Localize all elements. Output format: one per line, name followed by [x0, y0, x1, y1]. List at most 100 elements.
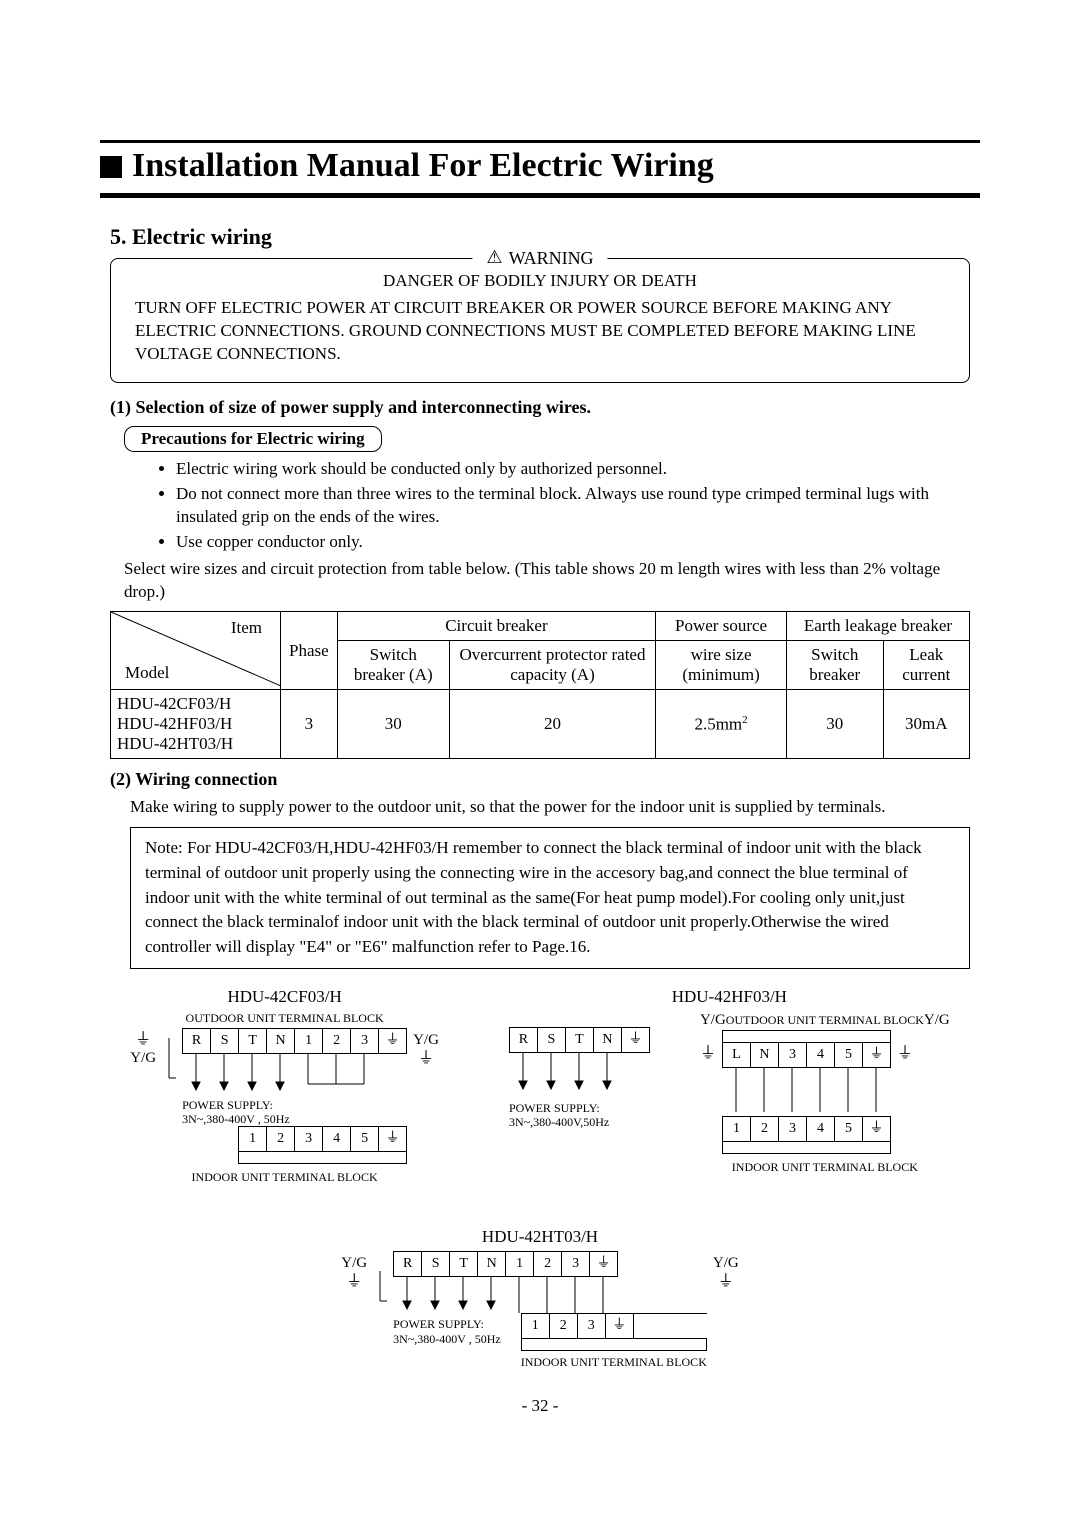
diagram-body: ⏚ Y/G R S T N 1 2 3 ⏚: [130, 1028, 439, 1165]
terminal-row-indoor: 1 2 3 ⏚: [521, 1313, 707, 1339]
terminal-cell: R: [510, 1028, 538, 1052]
terminal-cell: T: [239, 1029, 267, 1053]
wire-size-val: 2.5mm: [694, 715, 742, 734]
td-elb-switch: 30: [786, 690, 883, 759]
terminal-cell: N: [594, 1028, 622, 1052]
bullet-item: Do not connect more than three wires to …: [176, 483, 970, 529]
terminal-cell: N: [267, 1029, 295, 1053]
model-line: HDU-42HF03/H: [117, 714, 272, 734]
th-earth-leakage: Earth leakage breaker: [786, 612, 969, 641]
sub2-num: (2): [110, 769, 131, 789]
model-line: HDU-42CF03/H: [117, 694, 272, 714]
yg-label: Y/G: [713, 1255, 739, 1272]
terminal-cell: S: [422, 1252, 450, 1276]
terminal-cell: 2: [534, 1252, 562, 1276]
terminal-cell: 2: [323, 1029, 351, 1053]
th-circuit-breaker: Circuit breaker: [337, 612, 656, 641]
title-square-icon: [100, 156, 122, 178]
terminal-cell: 4: [807, 1043, 835, 1067]
terminal-cell: 1: [522, 1314, 550, 1338]
indoor-caption: INDOOR UNIT TERMINAL BLOCK: [130, 1170, 439, 1185]
th-elb-switch: Switch breaker: [786, 641, 883, 690]
terminal-row-outdoor: R S T N 1 2 3 ⏚: [393, 1251, 618, 1277]
terminal-cell: S: [211, 1029, 239, 1053]
outdoor-caption: OUTDOOR UNIT TERMINAL BLOCK: [130, 1011, 439, 1026]
ps-label: POWER SUPPLY:: [182, 1098, 290, 1112]
indoor-caption: INDOOR UNIT TERMINAL BLOCK: [521, 1355, 707, 1370]
page: Installation Manual For Electric Wiring …: [0, 0, 1080, 1528]
diagram-model: HDU-42HF03/H: [509, 987, 950, 1007]
terminal-cell: 1: [506, 1252, 534, 1276]
outdoor-caption: OUTDOOR UNIT TERMINAL BLOCK: [726, 1013, 924, 1028]
wire-arrows-icon: [182, 1054, 406, 1094]
terminal-cell: T: [566, 1028, 594, 1052]
terminal-cell: 4: [323, 1127, 351, 1151]
terminal-cell: 3: [779, 1117, 807, 1141]
td-elb-leak: 30mA: [883, 690, 969, 759]
td-phase: 3: [281, 690, 338, 759]
model-line: HDU-42HT03/H: [117, 734, 272, 754]
yg-label: Y/G: [341, 1255, 367, 1272]
power-supply-block: POWER SUPPLY: 3N~,380-400V,50Hz: [509, 1101, 650, 1130]
wire-arrows-icon: [393, 1277, 617, 1313]
terminal-cell: N: [751, 1043, 779, 1067]
ground-wire-icon: [162, 1028, 176, 1098]
terminal-row-power: R S T N ⏚: [509, 1027, 650, 1053]
bullet-item: Electric wiring work should be conducted…: [176, 458, 970, 481]
ps-label: POWER SUPPLY:: [393, 1317, 501, 1331]
th-phase: Phase: [281, 612, 338, 690]
td-switch-breaker: 30: [337, 690, 449, 759]
terminal-cell-ground: ⏚: [622, 1028, 650, 1052]
terminal-cell: R: [183, 1029, 211, 1053]
section-title: Electric wiring: [132, 224, 272, 249]
terminal-cell-ground: ⏚: [379, 1029, 407, 1053]
th-wire-size: wire size (minimum): [656, 641, 787, 690]
terminal-cell: L: [723, 1043, 751, 1067]
wiring-intro: Make wiring to supply power to the outdo…: [130, 796, 970, 819]
terminal-cell: 3: [351, 1029, 379, 1053]
wire-size-sup: 2: [742, 714, 748, 726]
sub1-num: (1): [110, 397, 131, 417]
wire-arrows-icon: [509, 1053, 649, 1093]
warning-danger: DANGER OF BODILY INJURY OR DEATH: [135, 271, 945, 291]
warning-triangle-icon: ⚠: [486, 247, 502, 268]
item-model-cell: Item Model: [111, 612, 281, 690]
precaution-bullets: Electric wiring work should be conducted…: [136, 458, 970, 554]
ground-icon: ⏚: [897, 1046, 913, 1062]
page-number-value: 32: [532, 1396, 549, 1415]
page-title: Installation Manual For Electric Wiring: [100, 147, 980, 185]
td-wire-size: 2.5mm2: [656, 690, 787, 759]
wiring-note-box: Note: For HDU-42CF03/H,HDU-42HF03/H reme…: [130, 827, 970, 968]
terminal-cell-ground: ⏚: [379, 1127, 407, 1151]
terminal-cell: S: [538, 1028, 566, 1052]
ground-icon: ⏚: [418, 1051, 434, 1067]
diagram-cf: HDU-42CF03/H OUTDOOR UNIT TERMINAL BLOCK…: [130, 987, 439, 1188]
title-text: Installation Manual For Electric Wiring: [132, 147, 714, 184]
diagram-ht: HDU-42HT03/H Y/G ⏚ R S T N 1 2 3: [341, 1227, 738, 1372]
terminal-cell: 5: [835, 1043, 863, 1067]
diagram-hf: HDU-42HF03/H R S T N ⏚: [509, 987, 950, 1188]
diagrams-area: HDU-42CF03/H OUTDOOR UNIT TERMINAL BLOCK…: [100, 987, 980, 1373]
bullet-item: Use copper conductor only.: [176, 531, 970, 554]
sub1-title: Selection of size of power supply and in…: [136, 397, 592, 417]
terminal-cell: 2: [267, 1127, 295, 1151]
table-row: HDU-42CF03/H HDU-42HF03/H HDU-42HT03/H 3…: [111, 690, 970, 759]
spec-table: Item Model Phase Circuit breaker Power s…: [110, 611, 970, 759]
terminal-cell: 4: [807, 1117, 835, 1141]
ground-icon: ⏚: [718, 1274, 734, 1290]
terminal-cell-ground: ⏚: [863, 1117, 891, 1141]
ps-label: POWER SUPPLY:: [509, 1101, 650, 1115]
terminal-cell: 2: [550, 1314, 578, 1338]
sub2-title: Wiring connection: [135, 769, 277, 789]
td-models: HDU-42CF03/H HDU-42HF03/H HDU-42HT03/H: [111, 690, 281, 759]
yg-label: Y/G: [924, 1012, 950, 1029]
terminal-cell: 3: [779, 1043, 807, 1067]
diagram-model: HDU-42HT03/H: [341, 1227, 738, 1247]
td-overcurrent: 20: [449, 690, 655, 759]
yg-label: Y/G: [130, 1050, 156, 1067]
th-model: Model: [125, 663, 169, 683]
terminal-cell: 5: [835, 1117, 863, 1141]
ps-value: 3N~,380-400V,50Hz: [509, 1115, 650, 1129]
power-supply-block: POWER SUPPLY: 3N~,380-400V , 50Hz: [393, 1317, 501, 1346]
diagram-body: Y/G ⏚ R S T N 1 2 3 ⏚: [341, 1251, 738, 1372]
